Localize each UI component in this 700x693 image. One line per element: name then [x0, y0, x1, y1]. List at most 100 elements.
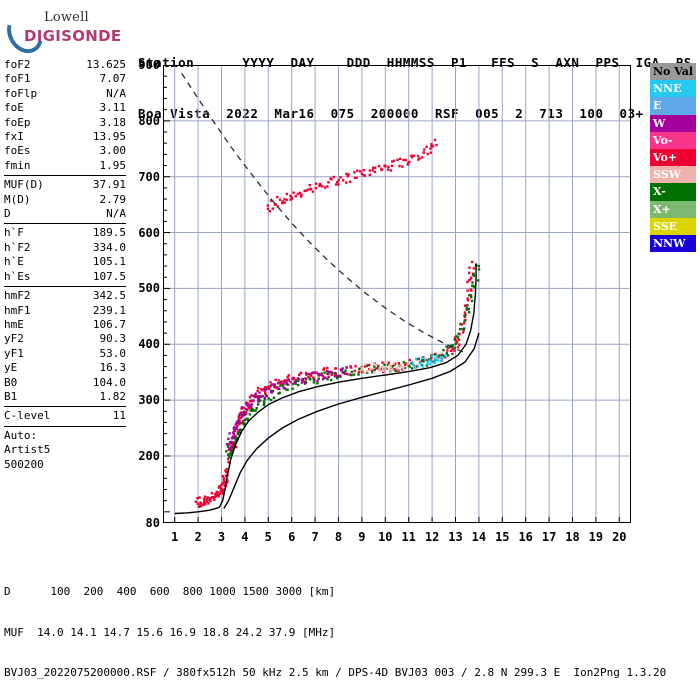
- legend-swatch-nnw[interactable]: NNW: [650, 234, 696, 253]
- echo-point: [425, 145, 428, 148]
- param-key: h`Es: [4, 269, 31, 283]
- echo-point: [234, 423, 238, 426]
- echo-point: [411, 363, 415, 366]
- echo-point: [240, 406, 244, 409]
- echo-point: [467, 307, 471, 311]
- echo-point: [304, 371, 308, 375]
- echo-point: [252, 409, 256, 412]
- legend-swatch-nne[interactable]: NNE: [650, 80, 696, 98]
- echo-point: [263, 397, 267, 401]
- param-row-fmin: fmin 1.95: [4, 159, 126, 173]
- x-axis-tick-label: 11: [401, 530, 416, 544]
- echo-point: [263, 396, 266, 399]
- legend-swatch-x-[interactable]: X+: [650, 200, 696, 218]
- echo-point: [397, 369, 400, 372]
- param-value: 334.0: [92, 240, 126, 254]
- echo-point: [360, 371, 364, 374]
- echo-point: [237, 415, 240, 418]
- ionogram-plot[interactable]: [163, 65, 631, 523]
- echo-point: [444, 354, 447, 357]
- echo-point: [203, 502, 207, 505]
- echo-point: [468, 271, 471, 275]
- echo-point: [274, 203, 278, 206]
- param-value: 1.95: [99, 158, 127, 172]
- legend-swatch-e[interactable]: E: [650, 97, 696, 115]
- echo-point: [355, 176, 358, 179]
- param-key: foF1: [4, 72, 31, 86]
- x-axis-tick-label: 6: [288, 530, 296, 544]
- param-key: foE: [4, 101, 24, 115]
- echo-point: [281, 200, 284, 203]
- echo-point: [463, 311, 467, 314]
- echo-point: [333, 375, 337, 378]
- echo-point: [211, 496, 214, 499]
- echo-point: [221, 492, 225, 495]
- echo-point: [279, 380, 283, 383]
- legend-swatch-no-val[interactable]: No Val: [650, 63, 696, 81]
- echo-point: [240, 407, 243, 410]
- echo-point: [246, 409, 249, 412]
- echo-point: [371, 371, 374, 374]
- echo-point: [321, 185, 324, 188]
- echo-point: [260, 395, 263, 399]
- echo-point: [408, 365, 411, 368]
- echo-point: [334, 183, 338, 186]
- echo-point: [307, 375, 310, 378]
- param-divider-3: [4, 286, 126, 288]
- echo-point: [477, 279, 480, 282]
- param-key: fxI: [4, 130, 24, 144]
- param-row-Clevel: C-level 11: [4, 409, 126, 423]
- echo-point: [378, 369, 381, 372]
- echo-point: [437, 354, 441, 357]
- echo-point: [328, 370, 332, 373]
- echo-point: [333, 371, 336, 375]
- echo-point: [470, 276, 473, 279]
- echo-point: [322, 377, 325, 381]
- legend-swatch-x-[interactable]: X-: [650, 183, 696, 201]
- echo-point: [238, 419, 241, 423]
- legend-swatch-sse[interactable]: SSE: [650, 217, 696, 235]
- legend-swatch-vo-[interactable]: Vo-: [650, 131, 696, 149]
- echo-point: [205, 498, 209, 501]
- echo-point: [446, 354, 450, 357]
- echo-point: [337, 183, 340, 186]
- echo-point: [375, 367, 378, 370]
- echo-point: [451, 347, 454, 351]
- param-value: 104.0: [92, 375, 126, 389]
- echo-point: [246, 404, 250, 408]
- echo-point: [307, 372, 310, 376]
- echo-point: [384, 361, 387, 364]
- echo-point: [350, 373, 353, 377]
- x-axis-labels: 1 2 3 4 5 6 7 8 9 10 11 12 13 14 15 16 17 18 19 20: [140, 530, 660, 550]
- echo-point: [300, 193, 303, 196]
- param-row-foF1: foF1 7.07: [4, 72, 126, 86]
- echo-point: [252, 399, 255, 402]
- legend-swatch-w[interactable]: W: [650, 114, 696, 132]
- echo-point: [340, 369, 343, 372]
- param-value: 7.07: [99, 72, 127, 86]
- legend-swatch-ssw[interactable]: SSW: [650, 166, 696, 184]
- param-divider-4: [4, 406, 126, 408]
- legend-swatch-vo-[interactable]: Vo+: [650, 148, 696, 167]
- param-row-MD: M(D) 2.79: [4, 193, 126, 207]
- echo-point: [290, 196, 293, 199]
- echo-point: [250, 394, 253, 397]
- echo-point: [373, 166, 377, 169]
- echo-point: [232, 432, 236, 436]
- param-key: fmin: [4, 158, 31, 172]
- echo-point: [453, 349, 456, 352]
- ionospheric-parameters-panel: foF2 13.625 foF1 7.07 foFlp N/A foE 3.11 foEp 3.1…: [4, 58, 126, 472]
- echo-point: [396, 158, 399, 161]
- echo-point: [442, 349, 445, 352]
- param-row-fxI: fxI 13.95: [4, 130, 126, 144]
- echo-point: [296, 379, 300, 383]
- echo-point: [353, 171, 356, 174]
- echo-point: [319, 184, 322, 187]
- echo-point: [226, 479, 229, 482]
- echo-point: [271, 383, 274, 386]
- echo-point: [425, 364, 429, 367]
- echo-point: [456, 346, 460, 349]
- param-key: M(D): [4, 192, 31, 206]
- echo-point: [198, 496, 201, 499]
- echo-point: [250, 407, 254, 411]
